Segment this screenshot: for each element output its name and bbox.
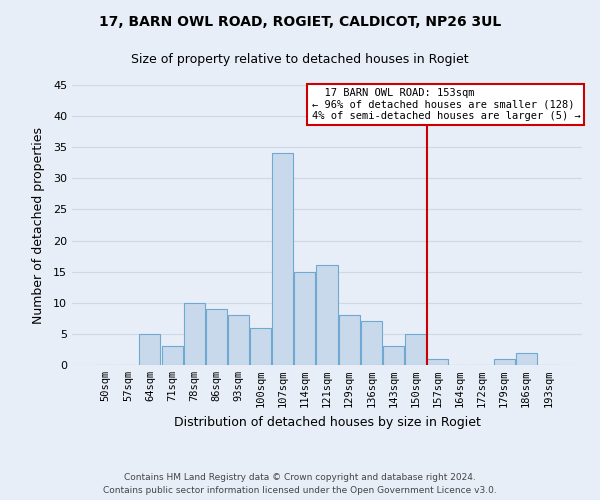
Bar (161, 346, 182, 365)
Text: 17, BARN OWL ROAD, ROGIET, CALDICOT, NP26 3UL: 17, BARN OWL ROAD, ROGIET, CALDICOT, NP2… (99, 15, 501, 29)
Text: Size of property relative to detached houses in Rogiet: Size of property relative to detached ho… (131, 52, 469, 66)
Bar (184, 303, 205, 365)
Bar (383, 346, 404, 365)
Bar (295, 272, 316, 365)
Text: Contains public sector information licensed under the Open Government Licence v3: Contains public sector information licen… (103, 486, 497, 495)
Bar (250, 328, 271, 365)
Bar (228, 315, 249, 365)
Bar (405, 334, 426, 365)
Bar (316, 266, 338, 365)
Bar (206, 309, 227, 365)
Bar (494, 359, 515, 365)
Bar (427, 359, 448, 365)
Bar (515, 352, 536, 365)
Bar (338, 315, 359, 365)
Bar (361, 322, 382, 365)
Text: 17 BARN OWL ROAD: 153sqm
← 96% of detached houses are smaller (128)
4% of semi-d: 17 BARN OWL ROAD: 153sqm ← 96% of detach… (311, 88, 580, 122)
Y-axis label: Number of detached properties: Number of detached properties (32, 126, 44, 324)
Text: Contains HM Land Registry data © Crown copyright and database right 2024.: Contains HM Land Registry data © Crown c… (124, 472, 476, 482)
X-axis label: Distribution of detached houses by size in Rogiet: Distribution of detached houses by size … (173, 416, 481, 428)
Bar (272, 154, 293, 365)
Bar (139, 334, 160, 365)
